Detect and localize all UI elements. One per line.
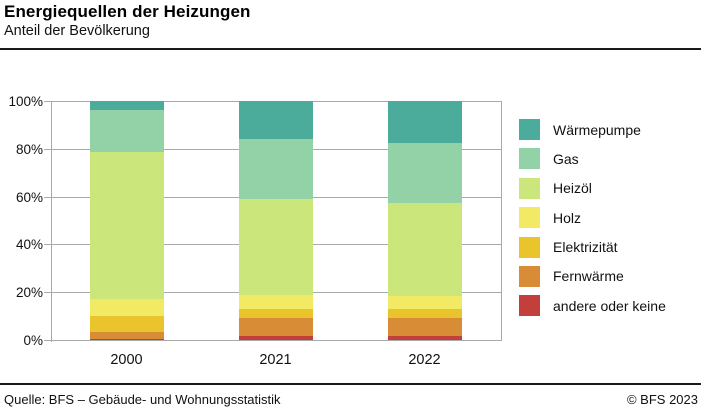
legend-item-heizoel: Heizöl <box>519 177 666 199</box>
legend-swatch-heizoel <box>519 177 540 199</box>
y-tick-label-100%: 100% <box>8 94 43 109</box>
legend-label-andere: andere oder keine <box>553 297 666 314</box>
legend-label-fernwaerme: Fernwärme <box>553 268 624 285</box>
chart-legend: Wärmepumpe Gas Heizöl Holz Elektrizität Fernw… <box>519 119 666 325</box>
bar-segment-gas-2022 <box>387 142 462 203</box>
chart-plot-area <box>51 101 502 342</box>
bar-segment-waermepumpe-2021 <box>238 101 313 140</box>
legend-label-holz: Holz <box>553 209 582 226</box>
y-tick-label-40%: 40% <box>15 237 43 252</box>
bar-segment-waermepumpe-2000 <box>89 101 164 111</box>
stacked-bar-2021 <box>238 101 313 340</box>
y-tick-mark-60% <box>44 197 51 198</box>
bar-segment-heizoel-2022 <box>387 202 462 296</box>
bar-segment-gas-2021 <box>238 139 313 199</box>
legend-swatch-waermepumpe <box>519 119 540 140</box>
bar-segment-holz-2000 <box>89 299 164 316</box>
legend-label-elektrizitaet: Elektrizität <box>553 239 618 256</box>
bar-segment-andere-2021 <box>238 335 313 340</box>
bar-segment-elektrizitaet-2000 <box>89 315 164 332</box>
source-note: Quelle: BFS – Gebäude- und Wohnungsstati… <box>4 392 281 407</box>
y-tick-mark-40% <box>44 244 51 245</box>
y-tick-label-80%: 80% <box>15 142 43 157</box>
bar-segment-fernwaerme-2021 <box>238 318 313 336</box>
bar-segment-gas-2000 <box>89 110 164 153</box>
legend-item-holz: Holz <box>519 207 666 229</box>
bar-segment-elektrizitaet-2021 <box>238 308 313 319</box>
legend-item-andere: andere oder keine <box>519 295 666 317</box>
legend-item-fernwaerme: Fernwärme <box>519 265 666 287</box>
plot-right-border <box>501 101 502 341</box>
x-tick-label-2000: 2000 <box>110 352 143 368</box>
bar-segment-waermepumpe-2022 <box>387 101 462 143</box>
gridline-0% <box>51 340 502 341</box>
y-tick-label-60%: 60% <box>15 190 43 205</box>
bar-segment-andere-2000 <box>89 339 164 340</box>
legend-swatch-gas <box>519 148 540 170</box>
header-divider <box>0 48 701 50</box>
y-tick-mark-80% <box>44 149 51 150</box>
bar-segment-fernwaerme-2022 <box>387 317 462 337</box>
bar-segment-elektrizitaet-2022 <box>387 308 462 318</box>
bar-segment-holz-2021 <box>238 294 313 309</box>
bar-segment-heizoel-2000 <box>89 152 164 300</box>
x-tick-label-2022: 2022 <box>408 352 441 368</box>
bar-segment-heizoel-2021 <box>238 198 313 295</box>
copyright-note: © BFS 2023 <box>626 392 698 407</box>
stacked-bar-2000 <box>89 101 164 340</box>
bar-segment-andere-2022 <box>387 336 462 340</box>
legend-swatch-andere <box>519 295 540 317</box>
legend-label-waermepumpe: Wärmepumpe <box>553 121 641 138</box>
legend-item-gas: Gas <box>519 148 666 170</box>
y-tick-mark-100% <box>44 101 51 102</box>
y-tick-label-0%: 0% <box>23 333 43 348</box>
y-axis-line <box>51 101 52 342</box>
legend-item-waermepumpe: Wärmepumpe <box>519 119 666 140</box>
page-subtitle: Anteil der Bevölkerung <box>4 23 150 39</box>
legend-swatch-fernwaerme <box>519 265 540 287</box>
y-tick-mark-20% <box>44 292 51 293</box>
legend-item-elektrizitaet: Elektrizität <box>519 236 666 258</box>
bar-segment-fernwaerme-2000 <box>89 331 164 340</box>
y-tick-mark-0% <box>44 340 51 341</box>
legend-label-heizoel: Heizöl <box>553 180 592 197</box>
bar-segment-holz-2022 <box>387 295 462 309</box>
legend-swatch-elektrizitaet <box>519 236 540 258</box>
page-title: Energiequellen der Heizungen <box>4 2 251 21</box>
stacked-bar-2022 <box>387 101 462 340</box>
footer-divider <box>0 383 701 385</box>
legend-swatch-holz <box>519 207 540 229</box>
y-tick-label-20%: 20% <box>15 285 43 300</box>
x-tick-label-2021: 2021 <box>259 352 292 368</box>
legend-label-gas: Gas <box>553 150 579 167</box>
